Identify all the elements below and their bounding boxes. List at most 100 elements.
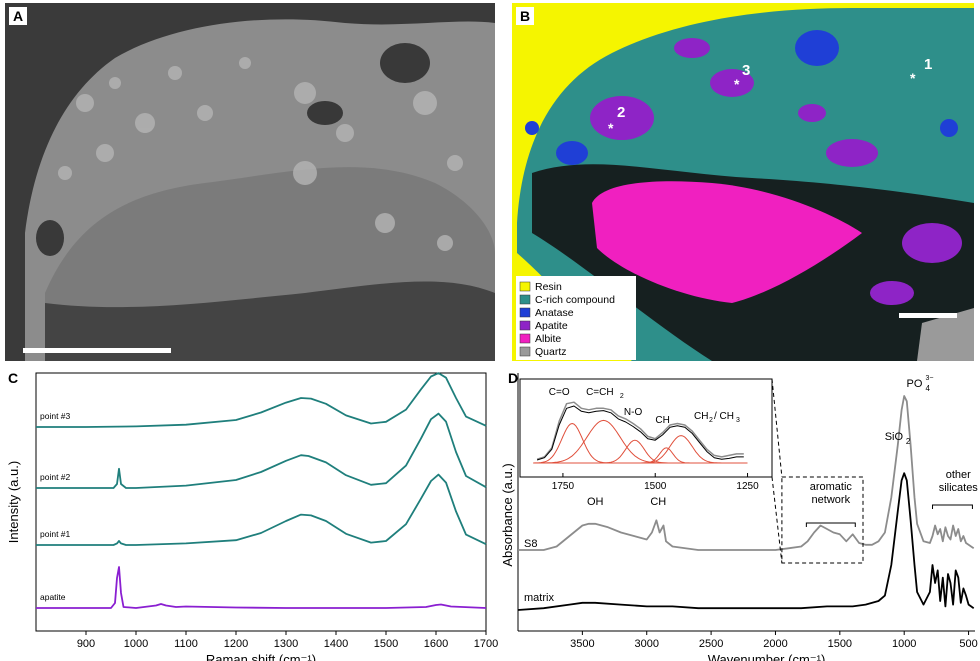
- legend-label-4: Albite: [535, 333, 561, 345]
- series-line-3: [36, 566, 487, 609]
- annot-oh: OH: [587, 496, 604, 508]
- inset-x-tick-label-1: 1500: [644, 481, 667, 492]
- inset-label-ch: CH: [655, 415, 669, 426]
- plot-frame: [35, 372, 487, 632]
- series-label-matrix: matrix: [524, 592, 554, 604]
- legend-label-3: Apatite: [535, 320, 568, 332]
- ftir-chart: 3500 3000 2500 2000 1500 1000 500 Wavenumber (c…: [500, 373, 978, 661]
- series-label-3: apatite: [40, 592, 66, 602]
- legend-swatch-5: [519, 346, 531, 357]
- x-tick-label-1: 3000: [634, 638, 658, 650]
- annot-sio2: SiO: [885, 431, 904, 443]
- series-line-matrix: [517, 472, 975, 611]
- legend-swatch-0: [519, 281, 531, 292]
- x-tick-label-3: 1200: [224, 638, 248, 650]
- scale-bar-a: [23, 348, 171, 353]
- x-tick-label-4: 1500: [828, 638, 852, 650]
- inset-label-co: C=O: [549, 387, 570, 398]
- legend-label-2: Anatase: [535, 307, 574, 319]
- panel-d-letter: D: [508, 370, 518, 386]
- series-label-s8: S8: [524, 538, 537, 550]
- point-3-label: 3: [742, 62, 750, 79]
- legend-label-5: Quartz: [535, 346, 567, 358]
- inset-label-ch2-sub: 2: [709, 417, 713, 424]
- annot-other-2: silicates: [939, 482, 979, 494]
- annot-po4-sup: 3−: [925, 375, 933, 382]
- legend-swatch-2: [519, 307, 531, 318]
- inset-label-ch2: CH: [694, 411, 708, 422]
- legend-swatch-3: [519, 320, 531, 331]
- panel-b-letter: B: [520, 8, 530, 24]
- raman-chart: 900 1000 1100 1200 1300 1400 1500 1600 1700 Raman…: [6, 372, 498, 661]
- x-tick-label-2: 1100: [174, 638, 198, 650]
- panel-a: A: [5, 3, 495, 361]
- inset-label-ch3-sub: 3: [736, 417, 740, 424]
- x-tick-label-5: 1000: [892, 638, 916, 650]
- series-line-2: [36, 473, 487, 546]
- series-line-0: [36, 372, 487, 428]
- sample-fragment-bottom-edge: [45, 281, 495, 361]
- legend-label-1: C-rich compound: [535, 294, 615, 306]
- annot-sio2-sub: 2: [906, 437, 911, 446]
- legend-box: [516, 276, 636, 360]
- x-axis-label: Wavenumber (cm⁻¹): [708, 652, 826, 661]
- annot-po4: PO: [907, 378, 923, 390]
- x-tick-label-2: 2500: [699, 638, 723, 650]
- inset-series-1: [536, 405, 744, 461]
- silicates-bracket: [932, 504, 973, 509]
- quartz-region: [917, 308, 974, 361]
- point-1-label: 1: [924, 56, 932, 73]
- x-tick-label-0: 3500: [570, 638, 594, 650]
- x-tick-label-0: 900: [77, 638, 95, 650]
- series-line-s8: [518, 395, 975, 551]
- x-tick-label-1: 1000: [124, 638, 148, 650]
- legend-swatch-1: [519, 294, 531, 305]
- x-tick-label-6: 1500: [374, 638, 398, 650]
- series-line-1: [36, 412, 487, 489]
- inset-label-cch2-sub: 2: [620, 393, 624, 400]
- zoom-connector-top: [771, 378, 783, 478]
- x-tick-label-5: 1400: [324, 638, 348, 650]
- inset-x-tick-label-2: 1250: [736, 481, 759, 492]
- anatase-grains: [525, 30, 958, 165]
- x-tick-label-4: 1300: [274, 638, 298, 650]
- x-tick-label-3: 2000: [763, 638, 787, 650]
- panel-a-letter-box: [9, 7, 27, 25]
- inset-label-no: N-O: [624, 407, 643, 418]
- inset-label-cch2: C=CH: [586, 387, 614, 398]
- x-tick-label-7: 1600: [424, 638, 448, 650]
- panel-c-letter: C: [8, 370, 18, 386]
- panel-d: D 3500 3000 2500 2000 1500 1000 500 Wavenumber …: [500, 369, 978, 661]
- panel-c-letter-box: [4, 369, 22, 387]
- annot-aromatic-1: aromatic: [810, 481, 853, 493]
- series-label-2: point #1: [40, 529, 71, 539]
- inset-component-4: [533, 435, 748, 464]
- x-axis-label: Raman shift (cm⁻¹): [206, 652, 316, 661]
- x-tick-label-6: 500: [959, 638, 977, 650]
- albite-region: [592, 181, 862, 303]
- x-tick-label-8: 1700: [474, 638, 498, 650]
- panel-a-letter: A: [13, 8, 23, 24]
- aromatic-bracket: [805, 522, 856, 527]
- y-axis-label: Intensity (a.u.): [6, 461, 21, 543]
- point-2-label: 2: [617, 104, 625, 121]
- legend-label-0: Resin: [535, 281, 562, 293]
- inset-series-0: [536, 401, 744, 460]
- inset-label-ch3: / CH: [714, 411, 734, 422]
- apatite-grains: [590, 38, 962, 305]
- panel-b-letter-box: [516, 7, 534, 25]
- point-1-star: *: [910, 70, 916, 86]
- point-3-star: *: [734, 76, 740, 92]
- grain-texture: [58, 57, 463, 251]
- scale-bar-b: [899, 313, 957, 318]
- analysis-point-markers: 1 * 2 * 3 *: [608, 56, 932, 136]
- annot-ch: CH: [650, 496, 666, 508]
- annot-aromatic-2: network: [812, 494, 851, 506]
- panel-c: C 900 1000 1100 1200 1300 1400 1500 1600 1700 Ram…: [4, 369, 498, 661]
- point-2-star: *: [608, 120, 614, 136]
- dark-inclusions: [36, 43, 430, 256]
- series-label-0: point #3: [40, 411, 71, 421]
- annot-other-1: other: [946, 469, 971, 481]
